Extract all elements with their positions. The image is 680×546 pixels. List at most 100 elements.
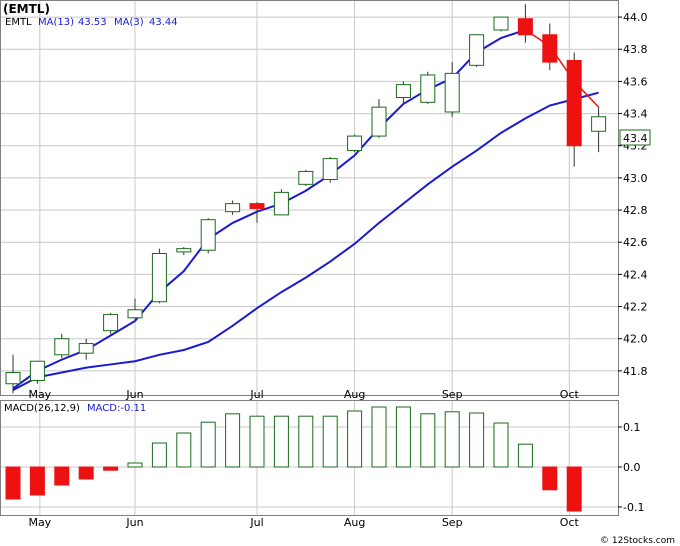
price-x-tick-label: May	[28, 388, 51, 401]
macd-x-tick-label: Oct	[560, 516, 580, 529]
candle	[420, 71, 436, 104]
macd-x-tick-label: Jun	[125, 516, 143, 529]
macd-x-tick-label: Aug	[344, 516, 365, 529]
candle	[517, 4, 533, 43]
candle-body	[127, 309, 143, 319]
macd-bar	[517, 443, 533, 468]
macd-bar	[469, 412, 485, 468]
macd-y-tick-label: 0.1	[623, 421, 641, 434]
macd-bar	[54, 466, 70, 486]
macd-y-tick-label: -0.1	[623, 501, 644, 514]
candle	[176, 247, 192, 256]
macd-bar	[395, 406, 411, 468]
candle	[273, 189, 289, 216]
candle	[322, 156, 338, 183]
candle-body	[200, 219, 216, 251]
candle-body	[29, 360, 45, 382]
price-y-tick-label: 42.0	[623, 333, 648, 346]
legend-ma13-value: 43.53	[78, 17, 107, 28]
macd-bar	[151, 442, 167, 468]
credit-text: © 12Stocks.com	[600, 536, 675, 546]
price-y-tick-label: 42.8	[623, 204, 648, 217]
last-price-label: 43.4	[623, 132, 648, 145]
candle-body	[542, 34, 558, 63]
macd-x-tick-label: Sep	[442, 516, 463, 529]
candle-body	[469, 34, 485, 66]
price-y-tick-label: 43.8	[623, 43, 648, 56]
macd-bar	[78, 466, 94, 480]
macd-bar	[420, 413, 436, 468]
macd-bar	[322, 415, 338, 468]
candle	[225, 200, 241, 215]
macd-bar	[200, 421, 216, 468]
price-y-tick-label: 41.8	[623, 365, 648, 378]
candle	[371, 99, 387, 138]
macd-bar	[493, 422, 509, 468]
macd-y-tick-label: 0.0	[623, 461, 641, 474]
moving-average-lines	[12, 28, 600, 392]
candle-body	[225, 203, 241, 213]
macd-bar	[566, 466, 582, 512]
ma3-line	[12, 28, 526, 390]
candle	[29, 360, 45, 384]
candle-body	[176, 248, 192, 253]
candle-body	[322, 158, 338, 181]
macd-bars	[5, 406, 582, 512]
candle	[127, 298, 143, 322]
candle-body	[78, 343, 94, 354]
price-y-tick-label: 43.6	[623, 75, 648, 88]
candle-body	[54, 338, 70, 356]
price-y-tick-label: 42.6	[623, 236, 648, 249]
candle	[566, 52, 582, 167]
candle-body	[249, 203, 265, 209]
macd-bar	[5, 466, 21, 500]
candle	[151, 248, 167, 304]
last-price-marker: 43.4	[619, 129, 651, 146]
candle-body	[151, 252, 167, 303]
ma3-line-declining	[524, 29, 600, 108]
macd-panel-frame	[0, 400, 619, 516]
candle	[591, 107, 607, 153]
candle-body	[371, 106, 387, 137]
candle	[54, 333, 70, 359]
candle-body	[273, 191, 289, 216]
candle-body	[591, 116, 607, 132]
price-x-axis: May Jun Jul Aug Sep Oct	[28, 388, 579, 401]
chart-title: (EMTL)	[3, 2, 50, 16]
price-y-tick-label: 43.0	[623, 172, 648, 185]
price-y-tick-label: 42.4	[623, 268, 648, 281]
candle-body	[444, 72, 460, 113]
ma13-line	[12, 91, 599, 392]
candle-body	[566, 60, 582, 147]
candle	[469, 34, 485, 67]
candle-body	[395, 84, 411, 98]
candle	[347, 134, 363, 153]
macd-bar	[176, 432, 192, 468]
price-y-tick-label: 42.2	[623, 301, 648, 314]
legend-ma13-label: MA(13)	[38, 17, 74, 28]
macd-bar	[273, 415, 289, 468]
legend-ma3-value: 43.44	[149, 17, 178, 28]
legend-ma3-label: MA(3)	[114, 17, 144, 28]
macd-bar	[29, 466, 45, 496]
macd-bar	[542, 466, 558, 491]
price-x-tick-label: Aug	[344, 388, 365, 401]
candlesticks	[5, 4, 607, 394]
macd-bar	[103, 466, 119, 471]
candle-body	[5, 371, 21, 385]
macd-legend-value: MACD:-0.11	[87, 403, 146, 414]
candle-body	[517, 18, 533, 36]
price-grid	[1, 1, 618, 395]
macd-bar	[225, 413, 241, 468]
candle	[5, 354, 21, 394]
candle	[395, 81, 411, 104]
macd-x-tick-label: Jul	[249, 516, 263, 529]
macd-bar	[127, 462, 143, 468]
macd-x-tick-label: May	[28, 516, 51, 529]
candle	[103, 312, 119, 334]
macd-bar	[249, 415, 265, 468]
candle	[444, 62, 460, 117]
price-y-axis: 44.043.843.643.443.243.042.842.642.442.2…	[618, 11, 648, 378]
macd-legend-label: MACD(26,12,9)	[4, 403, 80, 414]
macd-bar	[347, 410, 363, 468]
